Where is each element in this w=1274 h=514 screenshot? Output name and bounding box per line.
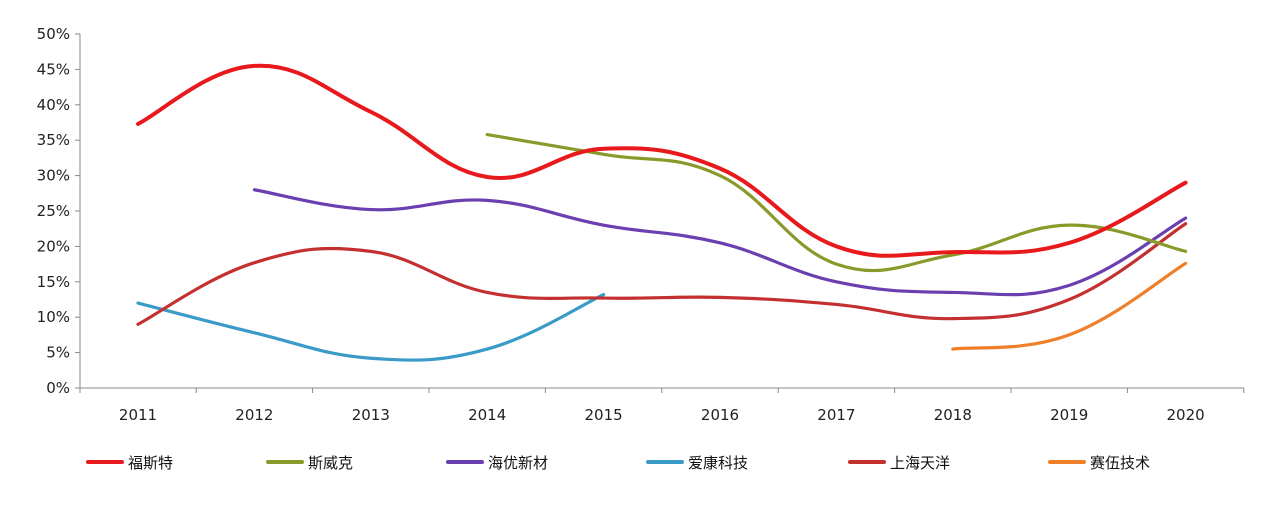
y-tick-label: 20%: [37, 237, 70, 255]
axes: 0% 5% 10% 15% 20% 25% 30% 35% 40% 45% 50% 2011 2012 2…: [37, 25, 1245, 424]
y-tick-label: 0%: [46, 379, 70, 397]
y-tick-label: 15%: [37, 273, 70, 291]
y-tick-label: 35%: [37, 131, 70, 149]
series-lines: [136, 63, 1188, 362]
x-tick-label: 2020: [1167, 406, 1205, 424]
legend-item: 赛伍技术: [1048, 454, 1150, 472]
legend-item: 上海天洋: [848, 454, 950, 472]
x-tick-label: 2015: [585, 406, 623, 424]
y-tick-label: 40%: [37, 96, 70, 114]
x-tick-label: 2017: [817, 406, 855, 424]
x-tick-label: 2011: [119, 406, 157, 424]
y-tick-label: 50%: [37, 25, 70, 43]
x-tick-label: 2014: [468, 406, 506, 424]
series-line-5: [136, 222, 1188, 326]
series-line-6: [951, 261, 1188, 351]
legend-item: 海优新材: [446, 454, 548, 472]
series-line-1: [136, 63, 1188, 258]
x-tick-label: 2012: [235, 406, 273, 424]
legend-label: 上海天洋: [890, 454, 950, 472]
x-tick-label: 2013: [352, 406, 390, 424]
series-line-4: [136, 292, 606, 362]
x-tick-label: 2019: [1050, 406, 1088, 424]
legend-label: 爱康科技: [688, 454, 748, 472]
legend-label: 斯威克: [308, 454, 353, 472]
x-tick-label: 2018: [934, 406, 972, 424]
y-tick-label: 45%: [37, 60, 70, 78]
legend-item: 福斯特: [86, 454, 173, 472]
y-tick-label: 10%: [37, 308, 70, 326]
series-line-2: [485, 132, 1188, 273]
legend-label: 海优新材: [488, 454, 548, 472]
legend-item: 爱康科技: [646, 454, 748, 472]
series-line-3: [252, 188, 1188, 297]
legend-label: 赛伍技术: [1090, 454, 1150, 472]
y-tick-label: 30%: [37, 167, 70, 185]
y-tick-label: 25%: [37, 202, 70, 220]
legend-label: 福斯特: [128, 454, 173, 472]
x-tick-label: 2016: [701, 406, 739, 424]
legend-item: 斯威克: [266, 454, 353, 472]
y-tick-label: 5%: [46, 344, 70, 362]
legend: 福斯特 斯威克 海优新材 爱康科技 上海天洋 赛伍技术: [86, 454, 1150, 472]
